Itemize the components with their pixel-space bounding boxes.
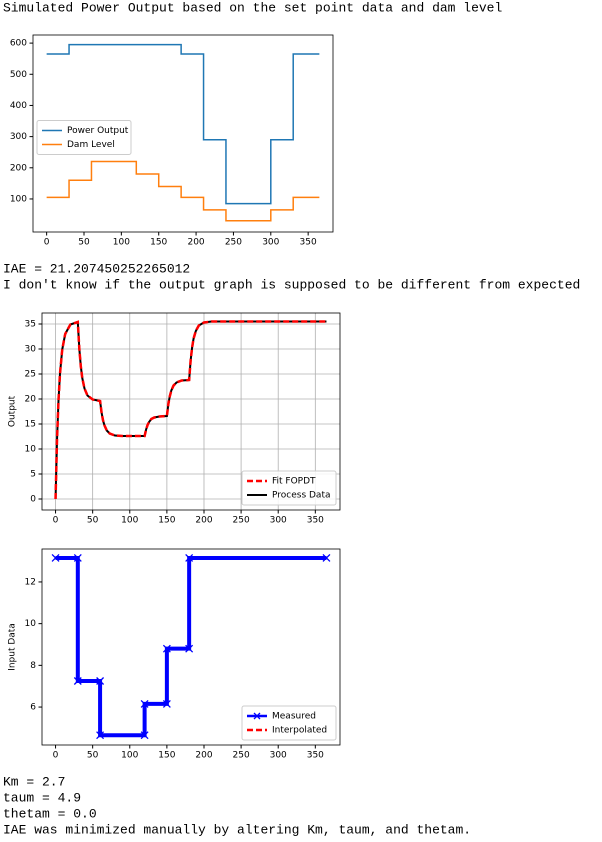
y-tick-label: 30 <box>25 345 37 355</box>
taum-text: taum = 4.9 <box>3 790 81 805</box>
y-tick-label: 35 <box>25 320 36 330</box>
x-tick-label: 250 <box>225 238 242 248</box>
x-tick-label: 50 <box>87 516 99 526</box>
y-tick-label: 8 <box>30 661 36 671</box>
km-text: Km = 2.7 <box>3 774 65 789</box>
x-tick-label: 250 <box>233 751 250 761</box>
point-marker <box>185 554 194 562</box>
x-tick-label: 350 <box>300 238 317 248</box>
x-tick-label: 350 <box>307 516 324 526</box>
y-axis-label: Input Data <box>8 623 18 671</box>
y-tick-label: 20 <box>25 395 37 405</box>
y-tick-label: 300 <box>10 132 27 142</box>
y-axis-label: Output <box>8 395 18 427</box>
point-marker <box>140 731 149 740</box>
x-tick-label: 100 <box>113 238 130 248</box>
x-tick-label: 150 <box>158 751 175 761</box>
point-marker <box>162 699 171 708</box>
x-tick-label: 200 <box>187 238 204 248</box>
y-tick-label: 15 <box>25 420 36 430</box>
x-tick-label: 100 <box>121 751 138 761</box>
x-tick-label: 350 <box>307 751 324 761</box>
y-tick-label: 10 <box>25 445 37 455</box>
x-tick-label: 150 <box>150 238 167 248</box>
y-tick-label: 400 <box>10 101 27 111</box>
point-marker <box>73 554 82 562</box>
x-tick-label: 0 <box>53 516 59 526</box>
point-marker <box>322 554 331 562</box>
point-marker <box>140 699 149 708</box>
legend-label: Interpolated <box>272 726 327 736</box>
y-tick-label: 25 <box>25 370 36 380</box>
note-text: IAE was minimized manually by altering K… <box>3 822 471 837</box>
iae-text: IAE = 21.207450252265012 <box>3 261 190 276</box>
y-tick-label: 100 <box>10 194 27 204</box>
x-tick-label: 0 <box>53 751 59 761</box>
point-marker <box>162 644 171 653</box>
x-tick-label: 300 <box>262 238 279 248</box>
y-tick-label: 12 <box>25 577 36 587</box>
y-tick-label: 6 <box>30 703 36 713</box>
x-tick-label: 50 <box>78 238 90 248</box>
point-marker <box>96 677 105 685</box>
axes-frame <box>41 548 341 746</box>
x-tick-label: 200 <box>195 516 212 526</box>
thetam-text: thetam = 0.0 <box>3 806 97 821</box>
legend-marker <box>253 712 261 720</box>
legend-box <box>36 120 132 155</box>
legend-box <box>241 470 337 506</box>
point-marker <box>185 644 194 653</box>
axes-frame <box>41 312 341 511</box>
legend-label: Fit FOPDT <box>272 477 316 487</box>
x-tick-label: 50 <box>87 751 99 761</box>
point-marker <box>51 554 60 562</box>
series-line <box>54 320 327 500</box>
heading: Simulated Power Output based on the set … <box>3 0 502 15</box>
legend-label: Process Data <box>272 491 331 501</box>
question-text: I don't know if the output graph is supp… <box>3 277 580 292</box>
point-marker <box>73 677 82 685</box>
legend-label: Dam Level <box>67 140 115 150</box>
y-tick-label: 200 <box>10 163 27 173</box>
axes-frame <box>32 34 334 233</box>
x-tick-label: 150 <box>158 516 175 526</box>
legend-label: Measured <box>272 712 316 722</box>
x-tick-label: 0 <box>44 238 50 248</box>
series-line <box>55 555 327 738</box>
y-tick-label: 600 <box>10 39 27 49</box>
y-tick-label: 0 <box>30 495 36 505</box>
y-tick-label: 500 <box>10 70 27 80</box>
legend-label: Power Output <box>67 126 129 136</box>
legend-box <box>241 705 337 741</box>
y-tick-label: 5 <box>30 470 36 480</box>
x-tick-label: 200 <box>195 751 212 761</box>
point-marker <box>96 731 105 740</box>
y-tick-label: 10 <box>25 619 37 629</box>
x-tick-label: 250 <box>233 516 250 526</box>
x-tick-label: 300 <box>270 516 287 526</box>
x-tick-label: 300 <box>270 751 287 761</box>
series-line <box>46 160 320 222</box>
series-line <box>46 43 320 205</box>
x-tick-label: 100 <box>121 516 138 526</box>
